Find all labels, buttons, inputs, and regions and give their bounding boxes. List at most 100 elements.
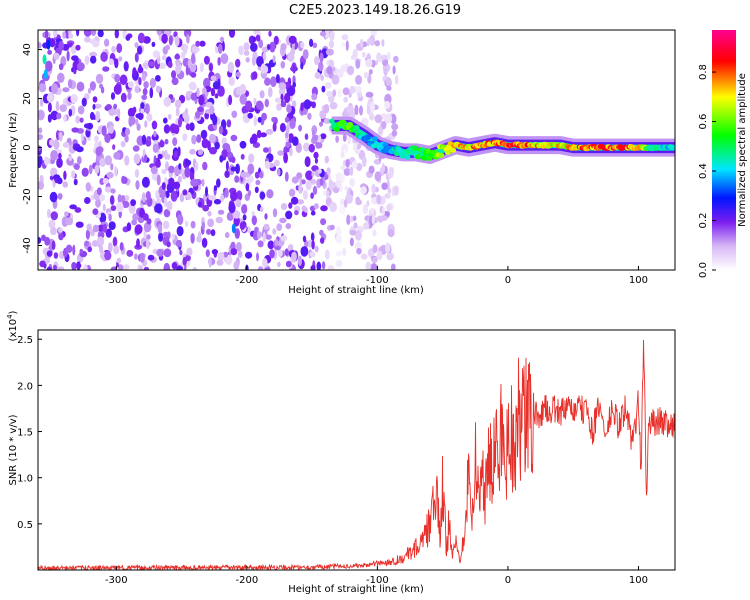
noise-blob	[142, 62, 149, 69]
noise-blob	[155, 160, 161, 168]
noise-blob	[253, 115, 257, 127]
x-tick-label: -200	[236, 275, 259, 286]
noise-blob	[353, 222, 358, 229]
noise-blob	[116, 201, 124, 213]
noise-blob	[71, 55, 79, 61]
noise-blob	[350, 54, 357, 60]
noise-blob	[92, 224, 99, 233]
noise-blob	[385, 242, 391, 253]
noise-blob	[207, 218, 215, 228]
ridge-cell	[328, 118, 335, 124]
noise-blob	[75, 221, 84, 228]
noise-blob	[83, 36, 91, 43]
y-tick-label: 0	[22, 144, 33, 150]
noise-blob	[44, 236, 51, 246]
noise-blob	[346, 105, 354, 115]
noise-blob	[155, 85, 161, 94]
noise-blob	[108, 125, 114, 134]
noise-blob	[311, 101, 316, 109]
noise-blob	[197, 201, 202, 208]
noise-blob	[262, 232, 266, 243]
colorbar-gradient	[712, 30, 736, 270]
noise-blob	[340, 164, 346, 171]
noise-blob	[218, 125, 224, 135]
noise-blob	[313, 151, 319, 159]
noise-blob	[189, 63, 197, 73]
spectrogram-x-ticks: -300 -200 -100 0 100	[105, 266, 648, 286]
noise-blob	[87, 87, 92, 94]
noise-blob	[156, 248, 164, 257]
noise-blob	[374, 171, 382, 182]
noise-blob	[114, 73, 121, 83]
noise-blob	[335, 178, 342, 189]
noise-blob	[328, 179, 334, 191]
noise-blob	[163, 117, 168, 124]
noise-blob	[75, 115, 81, 124]
y-tick-label: 40	[22, 43, 33, 56]
x-tick-label: -100	[366, 275, 389, 286]
noise-blob	[79, 117, 84, 123]
noise-blob	[354, 104, 359, 116]
noise-blob	[110, 266, 118, 270]
noise-blob	[342, 133, 347, 142]
noise-blob	[332, 89, 337, 97]
noise-blob	[218, 85, 225, 97]
noise-blob	[146, 136, 152, 142]
noise-blob	[66, 50, 70, 62]
noise-blob	[285, 210, 293, 220]
noise-blob	[370, 263, 378, 270]
noise-blob	[98, 194, 106, 202]
noise-blob	[176, 226, 184, 237]
noise-blob	[172, 181, 181, 190]
noise-blob	[268, 87, 273, 98]
noise-blob	[349, 229, 357, 236]
spectrogram-frame	[37, 29, 676, 271]
noise-blob	[121, 175, 126, 184]
noise-blob	[368, 165, 375, 174]
y-tick-label: -20	[22, 188, 33, 204]
noise-blob	[264, 77, 271, 86]
noise-blob	[126, 249, 134, 257]
noise-blob	[116, 43, 123, 54]
noise-blob	[156, 30, 162, 36]
noise-blob	[119, 242, 124, 251]
noise-blob	[177, 175, 182, 183]
noise-blob	[166, 182, 175, 193]
noise-blob	[179, 249, 183, 256]
noise-blob	[326, 66, 333, 75]
noise-blob	[75, 44, 81, 51]
noise-blob	[341, 41, 346, 48]
noise-blob	[194, 161, 199, 172]
noise-blob	[145, 191, 151, 200]
noise-blob	[335, 172, 342, 181]
noise-blob	[251, 56, 256, 66]
noise-blob	[374, 40, 381, 47]
noise-blob	[184, 108, 189, 116]
noise-blob	[356, 247, 362, 255]
noise-blob	[355, 58, 361, 69]
noise-blob	[145, 238, 150, 249]
noise-blob	[239, 221, 246, 230]
noise-blob	[329, 30, 335, 41]
noise-blob	[371, 214, 376, 225]
noise-blob	[149, 87, 154, 99]
noise-blob	[104, 38, 110, 47]
noise-blob	[230, 166, 237, 172]
noise-blob	[155, 75, 161, 82]
noise-blob	[65, 217, 74, 226]
noise-blob	[46, 250, 53, 257]
snr-x-ticks: -300 -200 -100 0 100	[105, 566, 648, 586]
noise-blob	[274, 238, 279, 247]
noise-blob	[101, 125, 107, 136]
ridge-cell	[450, 147, 457, 153]
noise-blob	[236, 190, 243, 201]
noise-blob	[116, 257, 122, 264]
noise-blob	[189, 148, 196, 155]
noise-blob	[151, 120, 158, 130]
noise-blob	[209, 105, 215, 115]
noise-blob	[265, 128, 274, 135]
noise-blob	[207, 210, 212, 217]
noise-blob	[237, 250, 243, 258]
noise-blob	[166, 241, 171, 248]
noise-blob	[53, 52, 60, 60]
